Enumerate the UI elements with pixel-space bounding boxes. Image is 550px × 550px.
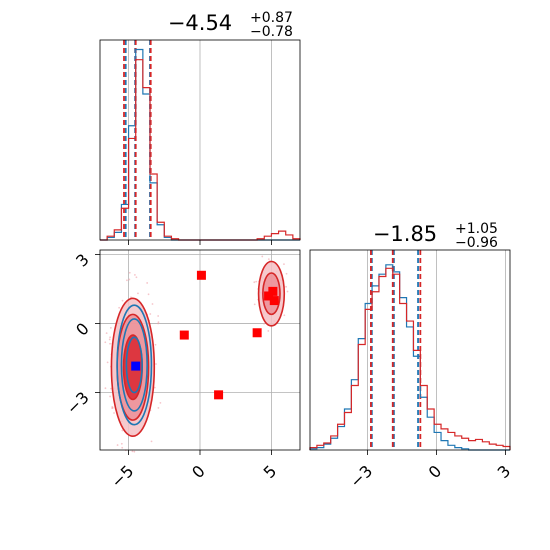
- scatter-dot: [151, 303, 154, 305]
- blue-contour-level-1: [120, 318, 148, 412]
- scatter-dot: [118, 306, 121, 309]
- blue-square-marker: [131, 361, 141, 371]
- scatter-dot: [157, 315, 160, 317]
- y-tick-label: 3: [72, 250, 93, 271]
- scatter-dot: [150, 440, 153, 443]
- blue-contour-level-2: [125, 336, 143, 394]
- y-tick-label: 0: [72, 319, 93, 340]
- scatter-dot: [134, 274, 136, 276]
- scatter-dot: [131, 450, 134, 453]
- marginal-x-title-plus: +0.87: [250, 10, 293, 26]
- marginal-y-title-plus: +1.05: [455, 221, 498, 237]
- joint-contours: [110, 260, 286, 438]
- scatter-dot: [104, 387, 107, 390]
- scatter-dot: [109, 395, 111, 398]
- scatter-dot: [126, 279, 128, 282]
- scatter-dot: [121, 429, 124, 432]
- red-square-marker: [252, 328, 262, 338]
- x-tick-label: 5: [260, 461, 281, 482]
- red-square-marker: [268, 286, 278, 296]
- joint-panel: −5 0 5 −3 0 3: [63, 249, 301, 492]
- scatter-dot: [128, 271, 131, 274]
- scatter-dot: [109, 326, 112, 329]
- scatter-dot: [120, 442, 123, 445]
- scatter-dot: [253, 281, 256, 284]
- scatter-dot: [267, 258, 270, 261]
- scatter-dot: [137, 292, 139, 295]
- scatter-dot: [109, 342, 111, 345]
- scatter-dot: [110, 387, 112, 390]
- scatter-dot: [261, 255, 264, 258]
- scatter-dot: [147, 293, 150, 296]
- scatter-dot: [157, 321, 160, 324]
- scatter-dot: [121, 446, 124, 449]
- scatter-dot: [157, 407, 160, 409]
- scatter-dot: [286, 290, 289, 293]
- scatter-dot: [263, 322, 265, 325]
- scatter-dot: [267, 330, 270, 332]
- scatter-dot: [111, 407, 114, 410]
- scatter-dot: [155, 363, 157, 365]
- red-square-marker: [264, 291, 274, 301]
- red-square-marker: [179, 330, 189, 340]
- scatter-dot: [255, 280, 258, 283]
- scatter-dot: [149, 313, 152, 315]
- marginal-y-title: −1.85: [373, 222, 437, 246]
- scatter-dot: [121, 299, 124, 302]
- scatter-dot: [146, 282, 149, 284]
- y-tick-label: −3: [63, 388, 93, 418]
- marginal-y-histograms: [309, 264, 511, 451]
- marginal-x-title: −4.54: [168, 11, 232, 35]
- scatter-dot: [154, 343, 157, 346]
- x-tick-label: 0: [188, 461, 209, 482]
- marginal-y-frame: [309, 249, 511, 451]
- scatter-dot: [285, 272, 288, 275]
- marginal-y-panel: −3 0 3 −1.85 +1.05 −0.96: [309, 221, 514, 492]
- scatter-dot: [113, 412, 115, 414]
- red-square-marker: [196, 270, 206, 280]
- x-tick-label: 3: [494, 461, 515, 482]
- x-tick-label: −3: [346, 461, 376, 491]
- scatter-dot: [105, 332, 108, 335]
- scatter-dot: [106, 361, 109, 364]
- joint-ticks: −5 0 5 −3 0 3: [63, 250, 281, 492]
- scatter-dot: [133, 450, 136, 453]
- marginal-y-grid: [367, 250, 506, 450]
- scatter-dot: [116, 444, 119, 446]
- scatter-dot: [108, 338, 111, 341]
- red-square-marker: [269, 296, 279, 306]
- marginal-x-ticks: [128, 240, 272, 245]
- x-tick-label: 0: [425, 461, 446, 482]
- blue-contour-level-0: [116, 304, 153, 426]
- marginal-y-title-minus: −0.96: [455, 235, 498, 251]
- scatter-dot: [153, 386, 156, 389]
- scatter-dot: [253, 303, 256, 306]
- joint-markers: [131, 270, 279, 400]
- x-tick-label: −5: [107, 461, 137, 491]
- scatter-dot: [109, 336, 111, 339]
- scatter-dot: [283, 263, 285, 266]
- scatter-dot: [159, 401, 162, 404]
- marginal-y-ticks: −3 0 3: [346, 450, 514, 492]
- histogram-series-1: [309, 267, 511, 450]
- scatter-dot: [283, 314, 286, 317]
- scatter-dot: [128, 278, 131, 281]
- scatter-dot: [135, 276, 138, 279]
- scatter-dot: [104, 341, 107, 344]
- marginal-x-panel: −4.54 +0.87 −0.78: [99, 10, 301, 245]
- histogram-series-0: [309, 264, 510, 451]
- scatter-dot: [285, 285, 287, 288]
- marginal-x-title-minus: −0.78: [250, 24, 293, 40]
- red-square-marker: [214, 390, 224, 400]
